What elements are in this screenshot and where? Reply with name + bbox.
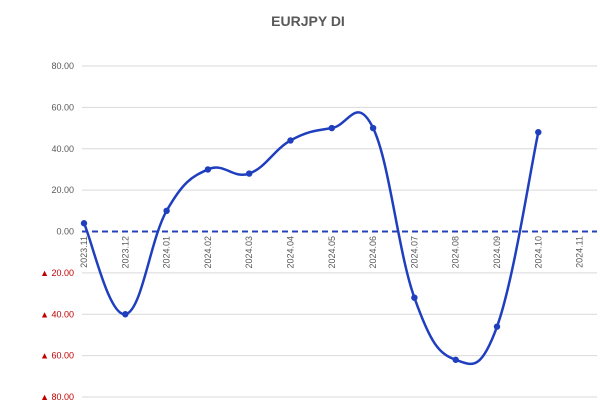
x-tick-label: 2024.07 [409, 236, 419, 269]
data-point [122, 311, 129, 318]
y-tick-label: 60.00 [51, 102, 74, 112]
x-axis-tick-labels: 2023.11 2023.12 2024.01 2024.02 2024.03 2024.… [79, 236, 585, 269]
chart-title: EURJPY DI [271, 13, 345, 29]
data-point [204, 166, 212, 173]
data-points [80, 124, 542, 363]
data-point [452, 356, 459, 363]
y-tick-label: 80.00 [51, 61, 74, 71]
data-point [493, 323, 501, 330]
data-point [328, 124, 335, 132]
data-point [80, 220, 88, 227]
y-tick-label: 20.00 [51, 185, 74, 195]
y-tick-label: ▲ 20.00 [40, 268, 74, 278]
x-tick-label: 2024.06 [368, 236, 378, 269]
data-point [287, 137, 294, 144]
series-line [82, 111, 540, 366]
data-point [246, 170, 253, 177]
gridlines [82, 65, 597, 398]
y-tick-label: ▲ 80.00 [40, 392, 74, 402]
y-tick-label: ▲ 60.00 [40, 351, 74, 361]
x-tick-label: 2024.02 [203, 236, 213, 269]
y-axis-tick-labels: 80.00 60.00 40.00 20.00 0.00 ▲ 20.00 ▲ 40.00 ▲ … [40, 61, 74, 402]
x-tick-label: 2024.01 [162, 236, 172, 269]
data-point [535, 129, 542, 136]
series-line-path [82, 111, 540, 366]
x-tick-label: 2024.03 [244, 236, 254, 269]
y-tick-label: ▲ 40.00 [40, 309, 74, 319]
x-tick-label: 2024.04 [286, 236, 296, 269]
x-tick-label: 2024.09 [492, 236, 502, 269]
x-tick-label: 2024.05 [327, 236, 337, 269]
y-tick-label: 0.00 [56, 227, 74, 237]
data-point [163, 207, 170, 215]
x-tick-label: 2024.10 [533, 236, 543, 269]
x-tick-label: 2023.11 [79, 236, 89, 268]
data-point [411, 294, 418, 301]
x-tick-label: 2024.08 [451, 236, 461, 269]
x-tick-label: 2023.12 [120, 236, 130, 269]
x-tick-label: 2024.11 [575, 236, 585, 268]
data-point [369, 124, 377, 132]
y-tick-label: 40.00 [51, 144, 74, 154]
